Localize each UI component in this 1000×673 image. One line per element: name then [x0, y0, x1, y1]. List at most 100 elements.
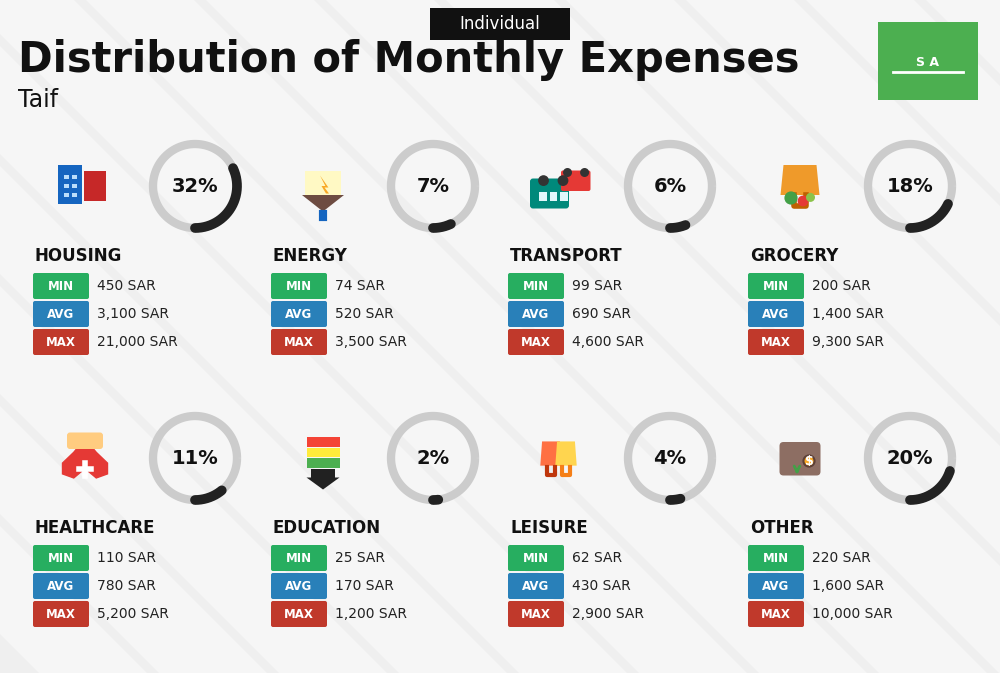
- Text: 7%: 7%: [416, 176, 450, 195]
- Text: 5,200 SAR: 5,200 SAR: [97, 607, 169, 621]
- Text: MIN: MIN: [523, 279, 549, 293]
- Text: 450 SAR: 450 SAR: [97, 279, 156, 293]
- Text: GROCERY: GROCERY: [750, 247, 838, 265]
- FancyBboxPatch shape: [748, 545, 804, 571]
- FancyBboxPatch shape: [271, 329, 327, 355]
- Text: MAX: MAX: [46, 608, 76, 621]
- Text: S A: S A: [916, 55, 940, 69]
- FancyBboxPatch shape: [33, 273, 89, 299]
- Text: AVG: AVG: [47, 308, 75, 320]
- Circle shape: [580, 168, 589, 177]
- FancyBboxPatch shape: [58, 165, 82, 204]
- Text: 1,600 SAR: 1,600 SAR: [812, 579, 884, 593]
- Text: 520 SAR: 520 SAR: [335, 307, 394, 321]
- Text: MIN: MIN: [48, 279, 74, 293]
- Text: Individual: Individual: [460, 15, 540, 33]
- Text: 4,600 SAR: 4,600 SAR: [572, 335, 644, 349]
- FancyBboxPatch shape: [271, 301, 327, 327]
- Text: 6%: 6%: [653, 176, 687, 195]
- FancyBboxPatch shape: [64, 193, 69, 197]
- Text: MIN: MIN: [48, 551, 74, 565]
- FancyBboxPatch shape: [748, 573, 804, 599]
- FancyBboxPatch shape: [878, 22, 978, 100]
- Circle shape: [558, 175, 568, 186]
- Text: AVG: AVG: [762, 579, 790, 592]
- FancyBboxPatch shape: [508, 601, 564, 627]
- Text: EDUCATION: EDUCATION: [273, 519, 381, 537]
- FancyBboxPatch shape: [67, 433, 103, 449]
- Text: Taif: Taif: [18, 88, 58, 112]
- FancyBboxPatch shape: [561, 170, 590, 191]
- FancyBboxPatch shape: [311, 468, 335, 478]
- FancyBboxPatch shape: [508, 573, 564, 599]
- FancyBboxPatch shape: [33, 329, 89, 355]
- Text: 11%: 11%: [172, 448, 218, 468]
- FancyBboxPatch shape: [306, 448, 340, 457]
- FancyBboxPatch shape: [72, 184, 77, 188]
- Text: 3,500 SAR: 3,500 SAR: [335, 335, 407, 349]
- Text: MAX: MAX: [46, 336, 76, 349]
- Text: 2%: 2%: [416, 448, 450, 468]
- FancyBboxPatch shape: [748, 301, 804, 327]
- FancyBboxPatch shape: [64, 175, 69, 180]
- Polygon shape: [305, 171, 341, 195]
- Text: 74 SAR: 74 SAR: [335, 279, 385, 293]
- FancyBboxPatch shape: [748, 329, 804, 355]
- FancyBboxPatch shape: [306, 458, 340, 468]
- Text: ENERGY: ENERGY: [273, 247, 348, 265]
- Text: MAX: MAX: [761, 336, 791, 349]
- Text: 20%: 20%: [887, 448, 933, 468]
- Text: MIN: MIN: [763, 279, 789, 293]
- FancyBboxPatch shape: [748, 601, 804, 627]
- FancyBboxPatch shape: [508, 545, 564, 571]
- Text: 170 SAR: 170 SAR: [335, 579, 394, 593]
- Polygon shape: [320, 176, 329, 194]
- Text: AVG: AVG: [522, 579, 550, 592]
- Text: 220 SAR: 220 SAR: [812, 551, 871, 565]
- Text: 200 SAR: 200 SAR: [812, 279, 871, 293]
- FancyBboxPatch shape: [271, 273, 327, 299]
- Text: 18%: 18%: [887, 176, 933, 195]
- Text: $: $: [805, 454, 813, 468]
- FancyBboxPatch shape: [33, 301, 89, 327]
- FancyBboxPatch shape: [306, 437, 340, 447]
- Text: 62 SAR: 62 SAR: [572, 551, 622, 565]
- Text: MAX: MAX: [521, 336, 551, 349]
- FancyBboxPatch shape: [430, 8, 570, 40]
- Circle shape: [784, 191, 798, 205]
- FancyBboxPatch shape: [550, 192, 557, 201]
- Text: AVG: AVG: [47, 579, 75, 592]
- Text: 9,300 SAR: 9,300 SAR: [812, 335, 884, 349]
- Text: HEALTHCARE: HEALTHCARE: [35, 519, 156, 537]
- Text: 2,900 SAR: 2,900 SAR: [572, 607, 644, 621]
- Text: OTHER: OTHER: [750, 519, 814, 537]
- Circle shape: [802, 454, 816, 468]
- FancyBboxPatch shape: [560, 192, 568, 201]
- Circle shape: [804, 456, 814, 466]
- Circle shape: [798, 196, 808, 207]
- FancyBboxPatch shape: [539, 192, 546, 201]
- FancyBboxPatch shape: [64, 184, 69, 188]
- Text: MAX: MAX: [284, 608, 314, 621]
- Text: MAX: MAX: [521, 608, 551, 621]
- Text: 690 SAR: 690 SAR: [572, 307, 631, 321]
- Text: MIN: MIN: [523, 551, 549, 565]
- FancyBboxPatch shape: [72, 193, 77, 197]
- Polygon shape: [555, 441, 577, 466]
- Text: AVG: AVG: [522, 308, 550, 320]
- FancyBboxPatch shape: [271, 573, 327, 599]
- Circle shape: [538, 175, 549, 186]
- FancyBboxPatch shape: [780, 442, 820, 476]
- Circle shape: [806, 193, 815, 202]
- FancyBboxPatch shape: [33, 601, 89, 627]
- Text: 99 SAR: 99 SAR: [572, 279, 622, 293]
- Text: MAX: MAX: [284, 336, 314, 349]
- Circle shape: [563, 168, 572, 177]
- Text: 25 SAR: 25 SAR: [335, 551, 385, 565]
- Text: 780 SAR: 780 SAR: [97, 579, 156, 593]
- FancyBboxPatch shape: [271, 601, 327, 627]
- Text: 110 SAR: 110 SAR: [97, 551, 156, 565]
- Text: 1,200 SAR: 1,200 SAR: [335, 607, 407, 621]
- Text: 430 SAR: 430 SAR: [572, 579, 631, 593]
- Polygon shape: [62, 439, 108, 478]
